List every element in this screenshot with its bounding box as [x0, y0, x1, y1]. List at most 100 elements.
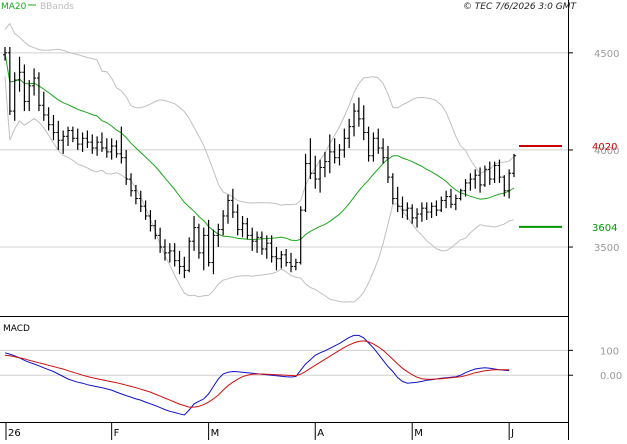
- ohlc-bar: [75, 128, 80, 150]
- x-tick-label: A: [317, 428, 324, 439]
- ohlc-bar: [27, 80, 32, 112]
- ohlc-bar: [95, 136, 100, 156]
- ohlc-bar: [124, 149, 129, 185]
- ohlc-bar: [41, 91, 46, 121]
- ohlc-bar: [3, 47, 7, 61]
- resistance-label: 4020: [592, 142, 617, 153]
- ohlc-bar: [51, 114, 56, 141]
- macd-title: MACD: [3, 324, 30, 334]
- ohlc-bar: [201, 227, 206, 271]
- ohlc-bar: [308, 138, 313, 180]
- ohlc-bar: [395, 186, 400, 213]
- ohlc-bar: [390, 173, 395, 205]
- ohlc-bar: [492, 161, 497, 183]
- ohlc-bar: [303, 153, 308, 213]
- ma20-line: [4, 52, 515, 242]
- ohlc-bar: [66, 126, 71, 147]
- ohlc-bar: [293, 258, 298, 271]
- ohlc-bar: [109, 138, 114, 160]
- ohlc-bar: [463, 179, 468, 197]
- ohlc-bar: [352, 103, 357, 137]
- copyright-text: © TEC 7/6/2026 3:0 GMT: [463, 2, 578, 12]
- ohlc-bar: [104, 138, 109, 158]
- ohlc-bar: [502, 175, 507, 197]
- ohlc-bar: [80, 132, 85, 152]
- ohlc-bar: [133, 184, 138, 205]
- legend-bbands: BBands: [40, 2, 74, 12]
- ohlc-bar: [337, 144, 342, 166]
- ohlc-bar: [371, 132, 376, 162]
- ohlc-bar: [177, 250, 182, 275]
- ohlc-bar: [196, 223, 201, 259]
- lower-band-line: [4, 76, 515, 303]
- ohlc-bar: [381, 138, 386, 164]
- ohlc-bar: [284, 248, 289, 267]
- ohlc-bar: [434, 200, 439, 216]
- bollinger-bands: [4, 22, 515, 303]
- macd-tick-label: 100: [600, 346, 619, 357]
- ohlc-bar: [419, 202, 424, 222]
- ohlc-bar: [32, 68, 37, 96]
- ohlc-bar: [158, 227, 163, 253]
- ohlc-bar: [318, 159, 323, 193]
- macd-series-signal: [4, 340, 510, 408]
- ohlc-bar: [376, 128, 381, 154]
- ohlc-bar: [206, 219, 211, 267]
- ohlc-bar: [255, 231, 260, 253]
- ohlc-bar: [17, 56, 22, 92]
- ohlc-bar: [99, 132, 104, 152]
- ohlc-bar: [332, 138, 337, 164]
- x-tick-label: 26: [8, 428, 21, 439]
- ohlc-bar: [289, 252, 294, 273]
- grid-lines: [0, 52, 568, 376]
- ohlc-bar: [269, 235, 274, 263]
- x-tick-label: J: [510, 428, 514, 439]
- legend-ma20: MA20: [1, 2, 27, 12]
- ohlc-bar: [259, 231, 264, 255]
- ohlc-bar: [245, 217, 250, 240]
- ohlc-bar: [250, 227, 255, 251]
- ohlc-bar: [429, 202, 434, 218]
- ohlc-bar: [172, 243, 177, 267]
- ohlc-bar: [240, 215, 245, 238]
- ohlc-bar: [143, 200, 148, 220]
- x-tick-label: M: [211, 428, 220, 439]
- ohlc-bar: [482, 165, 487, 187]
- ma20-line-path: [4, 52, 515, 242]
- ohlc-bar: [192, 215, 197, 251]
- ohlc-bar: [347, 118, 352, 148]
- ohlc-bar: [119, 126, 124, 164]
- ohlc-bar: [274, 247, 279, 271]
- ohlc-bar: [221, 210, 226, 236]
- ohlc-bar: [187, 237, 192, 273]
- ohlc-bar: [138, 190, 143, 213]
- price-bars: [3, 47, 516, 279]
- legend: MA20 BBands: [1, 2, 74, 12]
- ohlc-bar: [129, 173, 134, 197]
- ohlc-bar: [114, 140, 119, 158]
- ohlc-bar: [216, 223, 221, 248]
- ohlc-bar: [7, 47, 12, 115]
- ohlc-bar: [415, 208, 420, 228]
- ohlc-bar: [153, 219, 158, 240]
- x-tick-label: F: [114, 428, 120, 439]
- ohlc-bar: [264, 235, 269, 259]
- ohlc-bar: [313, 155, 318, 189]
- ohlc-bar: [225, 194, 230, 224]
- ohlc-bar: [512, 153, 516, 178]
- macd-tick-label: 0.00: [600, 371, 622, 382]
- ohlc-bar: [487, 161, 492, 185]
- ohlc-bar: [279, 250, 284, 269]
- ohlc-bar: [385, 146, 390, 183]
- ohlc-bar: [478, 167, 483, 193]
- ohlc-bar: [405, 202, 410, 220]
- y-tick-label: 4000: [594, 146, 619, 157]
- ohlc-bar: [230, 188, 235, 218]
- ohlc-bar: [400, 196, 405, 218]
- ohlc-bar: [211, 229, 216, 275]
- ohlc-bar: [327, 134, 332, 174]
- ohlc-bar: [162, 239, 167, 261]
- ohlc-bar: [56, 120, 61, 150]
- ohlc-bar: [444, 190, 449, 209]
